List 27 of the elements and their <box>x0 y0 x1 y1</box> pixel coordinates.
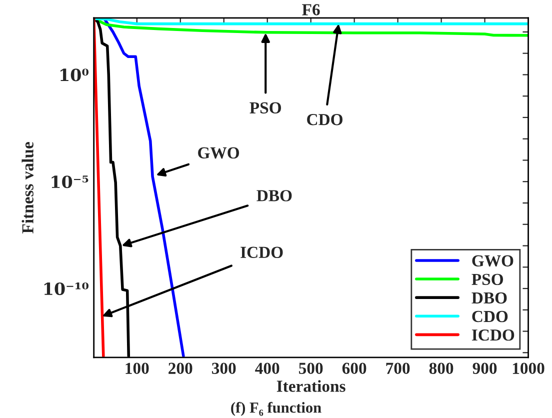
annotation: GWO <box>198 147 240 159</box>
chart-title: F6 <box>302 4 320 16</box>
x-tick-label: 700 <box>386 362 410 374</box>
x-tick-label: 900 <box>472 362 497 374</box>
x-tick-label: 500 <box>299 362 323 374</box>
legend-label: ICDO <box>472 329 514 341</box>
x-tick-label: 100 <box>126 362 149 374</box>
y-tick-label: 10⁻⁵ <box>52 176 88 188</box>
legend-label: GWO <box>472 255 514 267</box>
annotation: ICDO <box>240 246 283 258</box>
legend-label: CDO <box>472 310 508 322</box>
legend-label: PSO <box>472 274 504 286</box>
x-tick-label: 800 <box>429 362 454 374</box>
annotation: DBO <box>256 190 292 202</box>
x-tick-label: 600 <box>342 362 366 374</box>
annotation: CDO <box>307 114 342 126</box>
y-axis-title: Fitness value <box>22 142 34 234</box>
y-tick-label: 10⁰ <box>60 68 89 82</box>
y-tick-label: 10⁻¹⁰ <box>44 282 89 296</box>
legend-label: DBO <box>472 292 507 304</box>
text: (f) F₆ function <box>231 402 322 416</box>
x-tick-label: 200 <box>168 362 192 374</box>
x-tick-label: 400 <box>255 362 280 374</box>
x-tick-label: 300 <box>212 362 236 374</box>
x-tick-label: 1000 <box>512 362 544 374</box>
annotation: PSO <box>250 102 282 114</box>
x-axis-title: Iterations <box>276 380 346 392</box>
